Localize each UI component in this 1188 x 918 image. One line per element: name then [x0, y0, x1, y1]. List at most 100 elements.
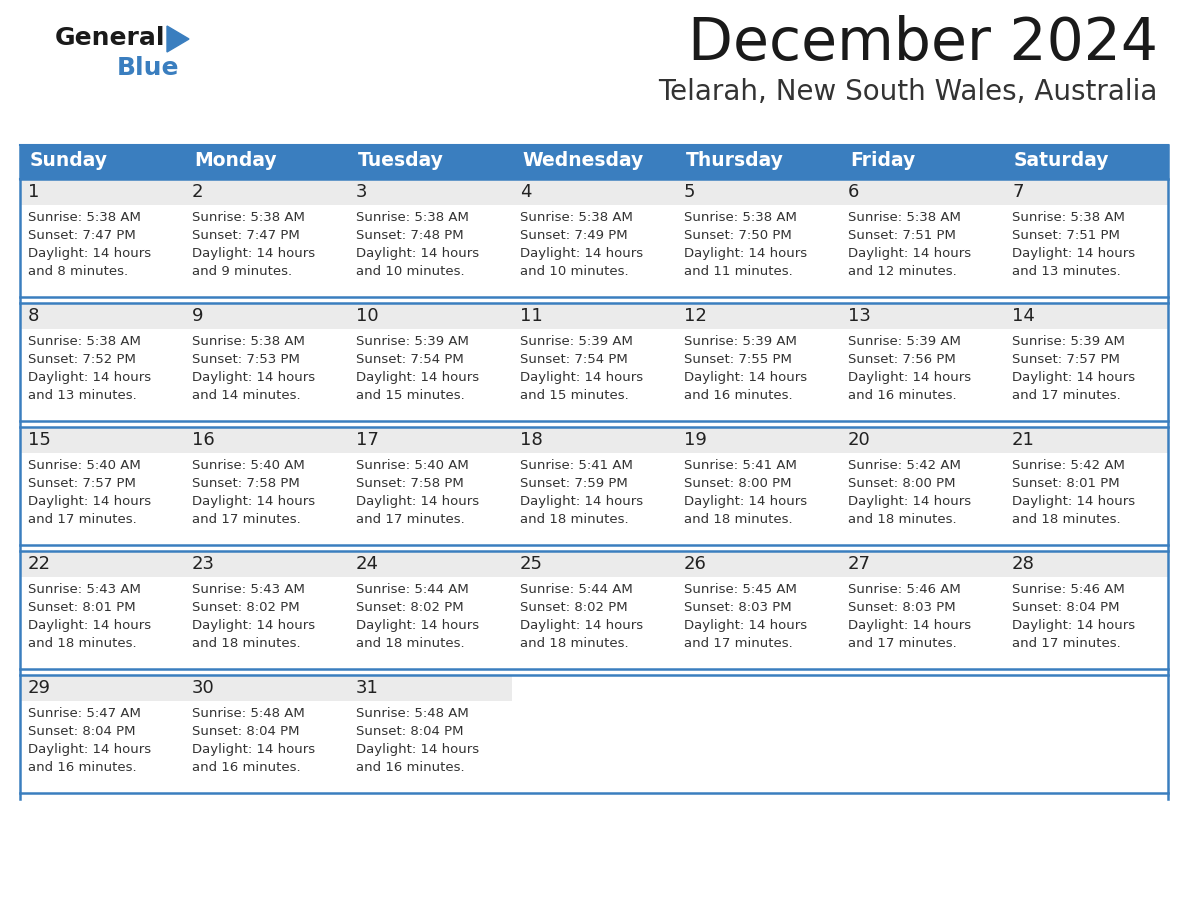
Text: Daylight: 14 hours: Daylight: 14 hours: [29, 619, 151, 632]
Bar: [1004, 427, 1168, 453]
Text: Sunrise: 5:38 AM: Sunrise: 5:38 AM: [29, 335, 141, 348]
Text: and 16 minutes.: and 16 minutes.: [192, 761, 301, 774]
Text: Daylight: 14 hours: Daylight: 14 hours: [356, 247, 479, 260]
Text: Sunrise: 5:43 AM: Sunrise: 5:43 AM: [192, 583, 305, 596]
Text: 27: 27: [848, 555, 871, 573]
Text: Sunrise: 5:48 AM: Sunrise: 5:48 AM: [192, 707, 305, 720]
Text: Sunrise: 5:41 AM: Sunrise: 5:41 AM: [684, 459, 797, 472]
Bar: [20, 427, 1168, 545]
Text: Sunrise: 5:40 AM: Sunrise: 5:40 AM: [356, 459, 469, 472]
Text: 9: 9: [192, 307, 203, 325]
Text: Sunrise: 5:38 AM: Sunrise: 5:38 AM: [1012, 211, 1125, 224]
Text: Sunset: 7:51 PM: Sunset: 7:51 PM: [848, 229, 956, 242]
Text: Sunset: 7:47 PM: Sunset: 7:47 PM: [29, 229, 135, 242]
Bar: [184, 427, 348, 453]
Text: and 17 minutes.: and 17 minutes.: [1012, 637, 1120, 650]
Text: Daylight: 14 hours: Daylight: 14 hours: [192, 619, 315, 632]
Text: Wednesday: Wednesday: [522, 151, 643, 170]
Bar: [676, 427, 840, 453]
Text: Monday: Monday: [194, 151, 277, 170]
Text: Daylight: 14 hours: Daylight: 14 hours: [848, 371, 971, 384]
Text: Daylight: 14 hours: Daylight: 14 hours: [520, 495, 643, 508]
Bar: [1004, 179, 1168, 205]
Bar: [20, 427, 184, 453]
Text: 30: 30: [192, 679, 215, 697]
Text: 21: 21: [1012, 431, 1035, 449]
Text: Sunset: 7:58 PM: Sunset: 7:58 PM: [192, 477, 299, 490]
Text: Sunrise: 5:39 AM: Sunrise: 5:39 AM: [684, 335, 797, 348]
Bar: [676, 551, 840, 577]
Text: and 17 minutes.: and 17 minutes.: [1012, 389, 1120, 402]
Text: and 15 minutes.: and 15 minutes.: [520, 389, 628, 402]
Text: 24: 24: [356, 555, 379, 573]
Bar: [512, 179, 676, 205]
Text: Sunrise: 5:47 AM: Sunrise: 5:47 AM: [29, 707, 141, 720]
Text: Blue: Blue: [116, 56, 179, 80]
Text: Sunset: 8:03 PM: Sunset: 8:03 PM: [848, 601, 955, 614]
Text: Sunset: 7:55 PM: Sunset: 7:55 PM: [684, 353, 792, 366]
Text: Sunrise: 5:39 AM: Sunrise: 5:39 AM: [520, 335, 633, 348]
Text: and 17 minutes.: and 17 minutes.: [356, 513, 465, 526]
Text: Daylight: 14 hours: Daylight: 14 hours: [848, 495, 971, 508]
Text: 19: 19: [684, 431, 707, 449]
Text: Saturday: Saturday: [1015, 151, 1110, 170]
Text: Sunset: 8:02 PM: Sunset: 8:02 PM: [520, 601, 627, 614]
Text: Sunrise: 5:40 AM: Sunrise: 5:40 AM: [192, 459, 305, 472]
Text: and 10 minutes.: and 10 minutes.: [520, 265, 628, 278]
Text: Sunset: 8:03 PM: Sunset: 8:03 PM: [684, 601, 791, 614]
Text: and 18 minutes.: and 18 minutes.: [520, 513, 628, 526]
Text: 20: 20: [848, 431, 871, 449]
Text: Sunset: 7:52 PM: Sunset: 7:52 PM: [29, 353, 135, 366]
Text: Sunset: 7:50 PM: Sunset: 7:50 PM: [684, 229, 791, 242]
Bar: [20, 303, 1168, 421]
Text: 13: 13: [848, 307, 871, 325]
Bar: [512, 551, 676, 577]
Text: and 18 minutes.: and 18 minutes.: [1012, 513, 1120, 526]
Text: Sunrise: 5:38 AM: Sunrise: 5:38 AM: [684, 211, 797, 224]
Text: Daylight: 14 hours: Daylight: 14 hours: [684, 495, 807, 508]
Bar: [184, 179, 348, 205]
Text: Daylight: 14 hours: Daylight: 14 hours: [356, 371, 479, 384]
Text: and 15 minutes.: and 15 minutes.: [356, 389, 465, 402]
Text: Daylight: 14 hours: Daylight: 14 hours: [520, 619, 643, 632]
Bar: [20, 179, 1168, 297]
Text: Sunset: 8:02 PM: Sunset: 8:02 PM: [192, 601, 299, 614]
Text: 17: 17: [356, 431, 379, 449]
Text: 16: 16: [192, 431, 215, 449]
Bar: [1004, 303, 1168, 329]
Text: Daylight: 14 hours: Daylight: 14 hours: [29, 743, 151, 756]
Text: Sunset: 8:01 PM: Sunset: 8:01 PM: [29, 601, 135, 614]
Bar: [184, 303, 348, 329]
Text: Sunset: 7:54 PM: Sunset: 7:54 PM: [356, 353, 463, 366]
Bar: [512, 303, 676, 329]
Bar: [184, 675, 348, 701]
Text: December 2024: December 2024: [688, 15, 1158, 72]
Text: Sunrise: 5:38 AM: Sunrise: 5:38 AM: [520, 211, 633, 224]
Text: Sunrise: 5:44 AM: Sunrise: 5:44 AM: [356, 583, 469, 596]
Text: Sunset: 7:54 PM: Sunset: 7:54 PM: [520, 353, 627, 366]
Text: and 17 minutes.: and 17 minutes.: [192, 513, 301, 526]
Text: 18: 18: [520, 431, 543, 449]
Text: Daylight: 14 hours: Daylight: 14 hours: [684, 247, 807, 260]
Bar: [20, 145, 1168, 179]
Text: Daylight: 14 hours: Daylight: 14 hours: [520, 371, 643, 384]
Text: 12: 12: [684, 307, 707, 325]
Text: 4: 4: [520, 183, 531, 201]
Text: Daylight: 14 hours: Daylight: 14 hours: [356, 619, 479, 632]
Text: Thursday: Thursday: [685, 151, 784, 170]
Text: Daylight: 14 hours: Daylight: 14 hours: [29, 495, 151, 508]
Bar: [840, 179, 1004, 205]
Text: Sunset: 7:57 PM: Sunset: 7:57 PM: [1012, 353, 1120, 366]
Bar: [20, 675, 1168, 793]
Text: Sunset: 7:58 PM: Sunset: 7:58 PM: [356, 477, 463, 490]
Bar: [184, 551, 348, 577]
Text: Daylight: 14 hours: Daylight: 14 hours: [192, 371, 315, 384]
Text: Sunrise: 5:45 AM: Sunrise: 5:45 AM: [684, 583, 797, 596]
Text: Sunset: 7:59 PM: Sunset: 7:59 PM: [520, 477, 627, 490]
Text: Sunrise: 5:48 AM: Sunrise: 5:48 AM: [356, 707, 469, 720]
Text: Daylight: 14 hours: Daylight: 14 hours: [1012, 619, 1135, 632]
Bar: [348, 303, 512, 329]
Text: Sunset: 8:01 PM: Sunset: 8:01 PM: [1012, 477, 1119, 490]
Text: and 18 minutes.: and 18 minutes.: [684, 513, 792, 526]
Text: 25: 25: [520, 555, 543, 573]
